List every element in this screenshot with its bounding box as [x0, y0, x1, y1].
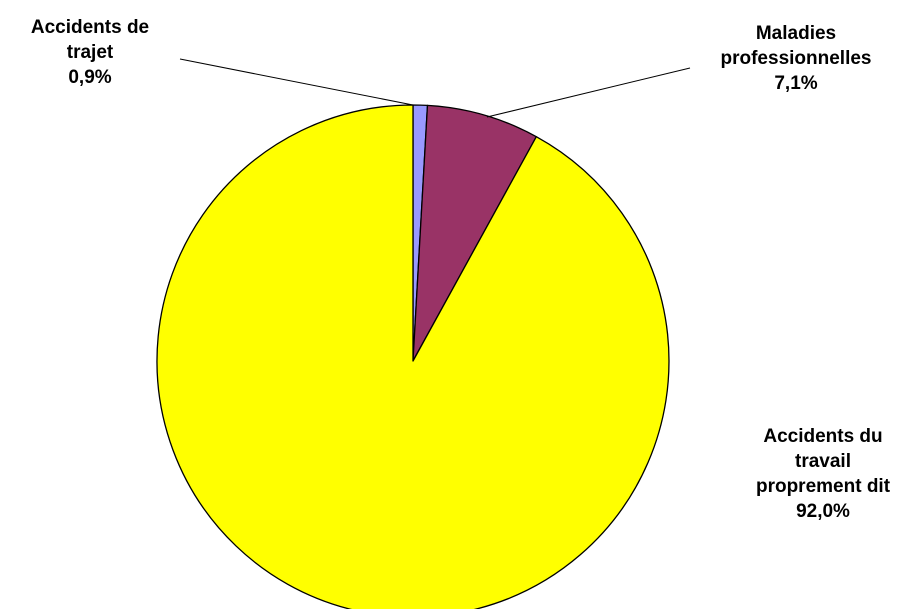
slice-value-label: 0,9% [68, 67, 111, 88]
slice-value-label: 92,0% [796, 501, 850, 522]
leader-lines [179, 58, 691, 118]
slice-value-label: 7,1% [774, 73, 817, 94]
leader-line-2 [486, 67, 691, 118]
slice-name-line: trajet [67, 42, 114, 63]
slice-name-line: Accidents du [763, 426, 882, 447]
pie-slices [156, 104, 670, 609]
slice-labels: Accidents de trajet 0,9% Maladies profession… [31, 17, 891, 522]
pie-slice-2 [412, 104, 537, 362]
slice-name-line: Maladies [756, 23, 836, 44]
slice-name-line: travail [795, 451, 851, 472]
slice-label-1: Accidents de trajet 0,9% [31, 17, 149, 88]
slice-label-2: Maladies professionnelles 7,1% [721, 23, 872, 94]
slice-name-line: professionnelles [721, 48, 872, 69]
pie-slice-3 [156, 104, 670, 609]
leader-line-1 [179, 58, 414, 106]
slice-label-3: Accidents du travail proprement dit 92,0% [756, 426, 891, 522]
slice-name-line: proprement dit [756, 476, 891, 497]
slice-name-line: Accidents de [31, 17, 149, 38]
